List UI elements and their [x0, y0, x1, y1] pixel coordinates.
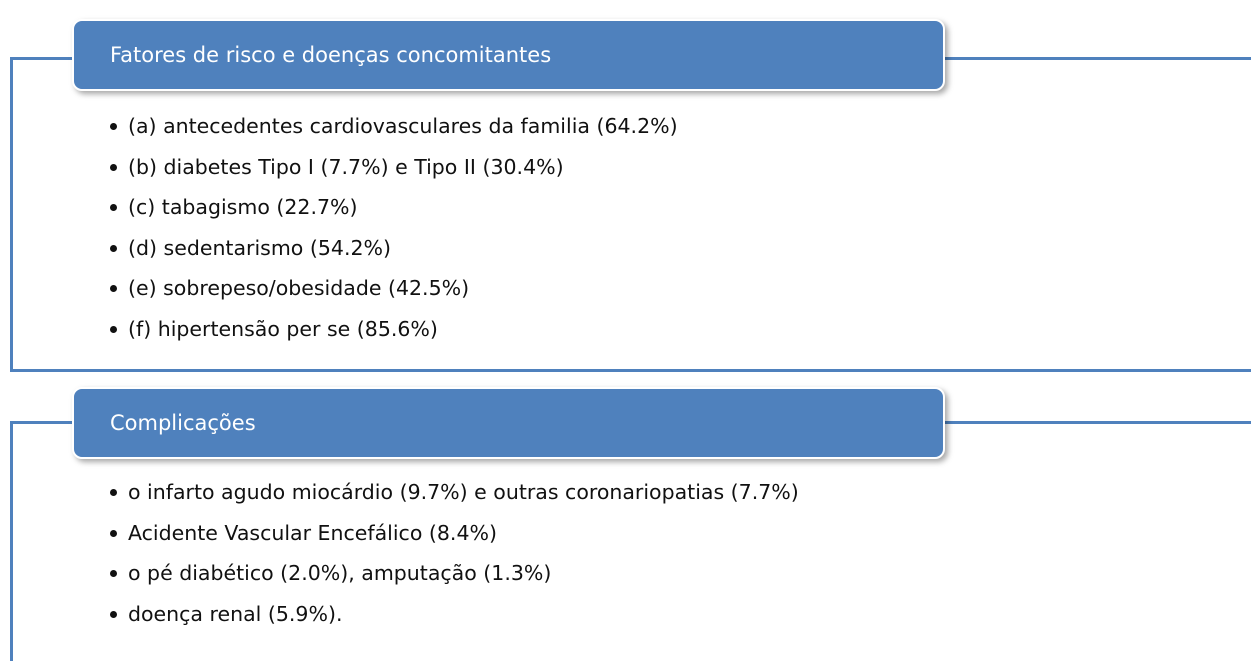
page: {"sections": [ {"title": "Fatores de ris…: [10, 19, 1251, 661]
section-title: Fatores de risco e doenças concomitantes: [72, 19, 945, 91]
item-text: o infarto agudo miocárdio (9.7%) e outra…: [128, 480, 799, 504]
item-text: o pé diabético (2.0%), amputação (1.3%): [128, 561, 552, 585]
section-title: Complicações: [72, 387, 945, 459]
bullet: [110, 244, 117, 252]
item-text: (c) tabagismo (22.7%): [128, 195, 358, 219]
list-item: (b) diabetes Tipo I (7.7%) e Tipo II (30…: [104, 147, 678, 188]
item-text: (f) hipertensão per se (85.6%): [128, 316, 438, 341]
item-text: Acidente Vascular Encefálico (8.4%): [128, 520, 497, 545]
list-item: (d) sedentarismo (54.2%): [104, 228, 678, 269]
list-item: (e) sobrepeso/obesidade (42.5%): [104, 268, 678, 309]
list-item: Acidente Vascular Encefálico (8.4%): [104, 513, 799, 554]
bullet: [110, 163, 117, 171]
bullet-list: o infarto agudo miocárdio (9.7%) e outra…: [104, 472, 799, 634]
bullet: [110, 529, 117, 537]
list-item: o pé diabético (2.0%), amputação (1.3%): [104, 553, 799, 594]
list-item: (f) hipertensão per se (85.6%): [104, 309, 678, 350]
list-item: (c) tabagismo (22.7%): [104, 187, 678, 228]
bullet: [110, 204, 117, 211]
list-item: (a) antecedentes cardiovasculares da fam…: [104, 106, 678, 147]
item-text: (b) diabetes Tipo I (7.7%) e Tipo II (30…: [128, 154, 564, 179]
bullet: [110, 570, 117, 577]
list-item: o infarto agudo miocárdio (9.7%) e outra…: [104, 472, 799, 513]
bullet: [110, 285, 117, 292]
item-text: (e) sobrepeso/obesidade (42.5%): [128, 276, 470, 300]
bullet: [110, 123, 117, 130]
bullet: [110, 325, 117, 333]
bullet: [110, 489, 117, 496]
item-text: (a) antecedentes cardiovasculares da fam…: [128, 114, 678, 138]
item-text: doença renal (5.9%).: [128, 601, 343, 626]
list-item: doença renal (5.9%).: [104, 594, 799, 635]
item-text: (d) sedentarismo (54.2%): [128, 235, 391, 260]
bullet-list: (a) antecedentes cardiovasculares da fam…: [104, 106, 678, 349]
bullet: [110, 610, 117, 618]
